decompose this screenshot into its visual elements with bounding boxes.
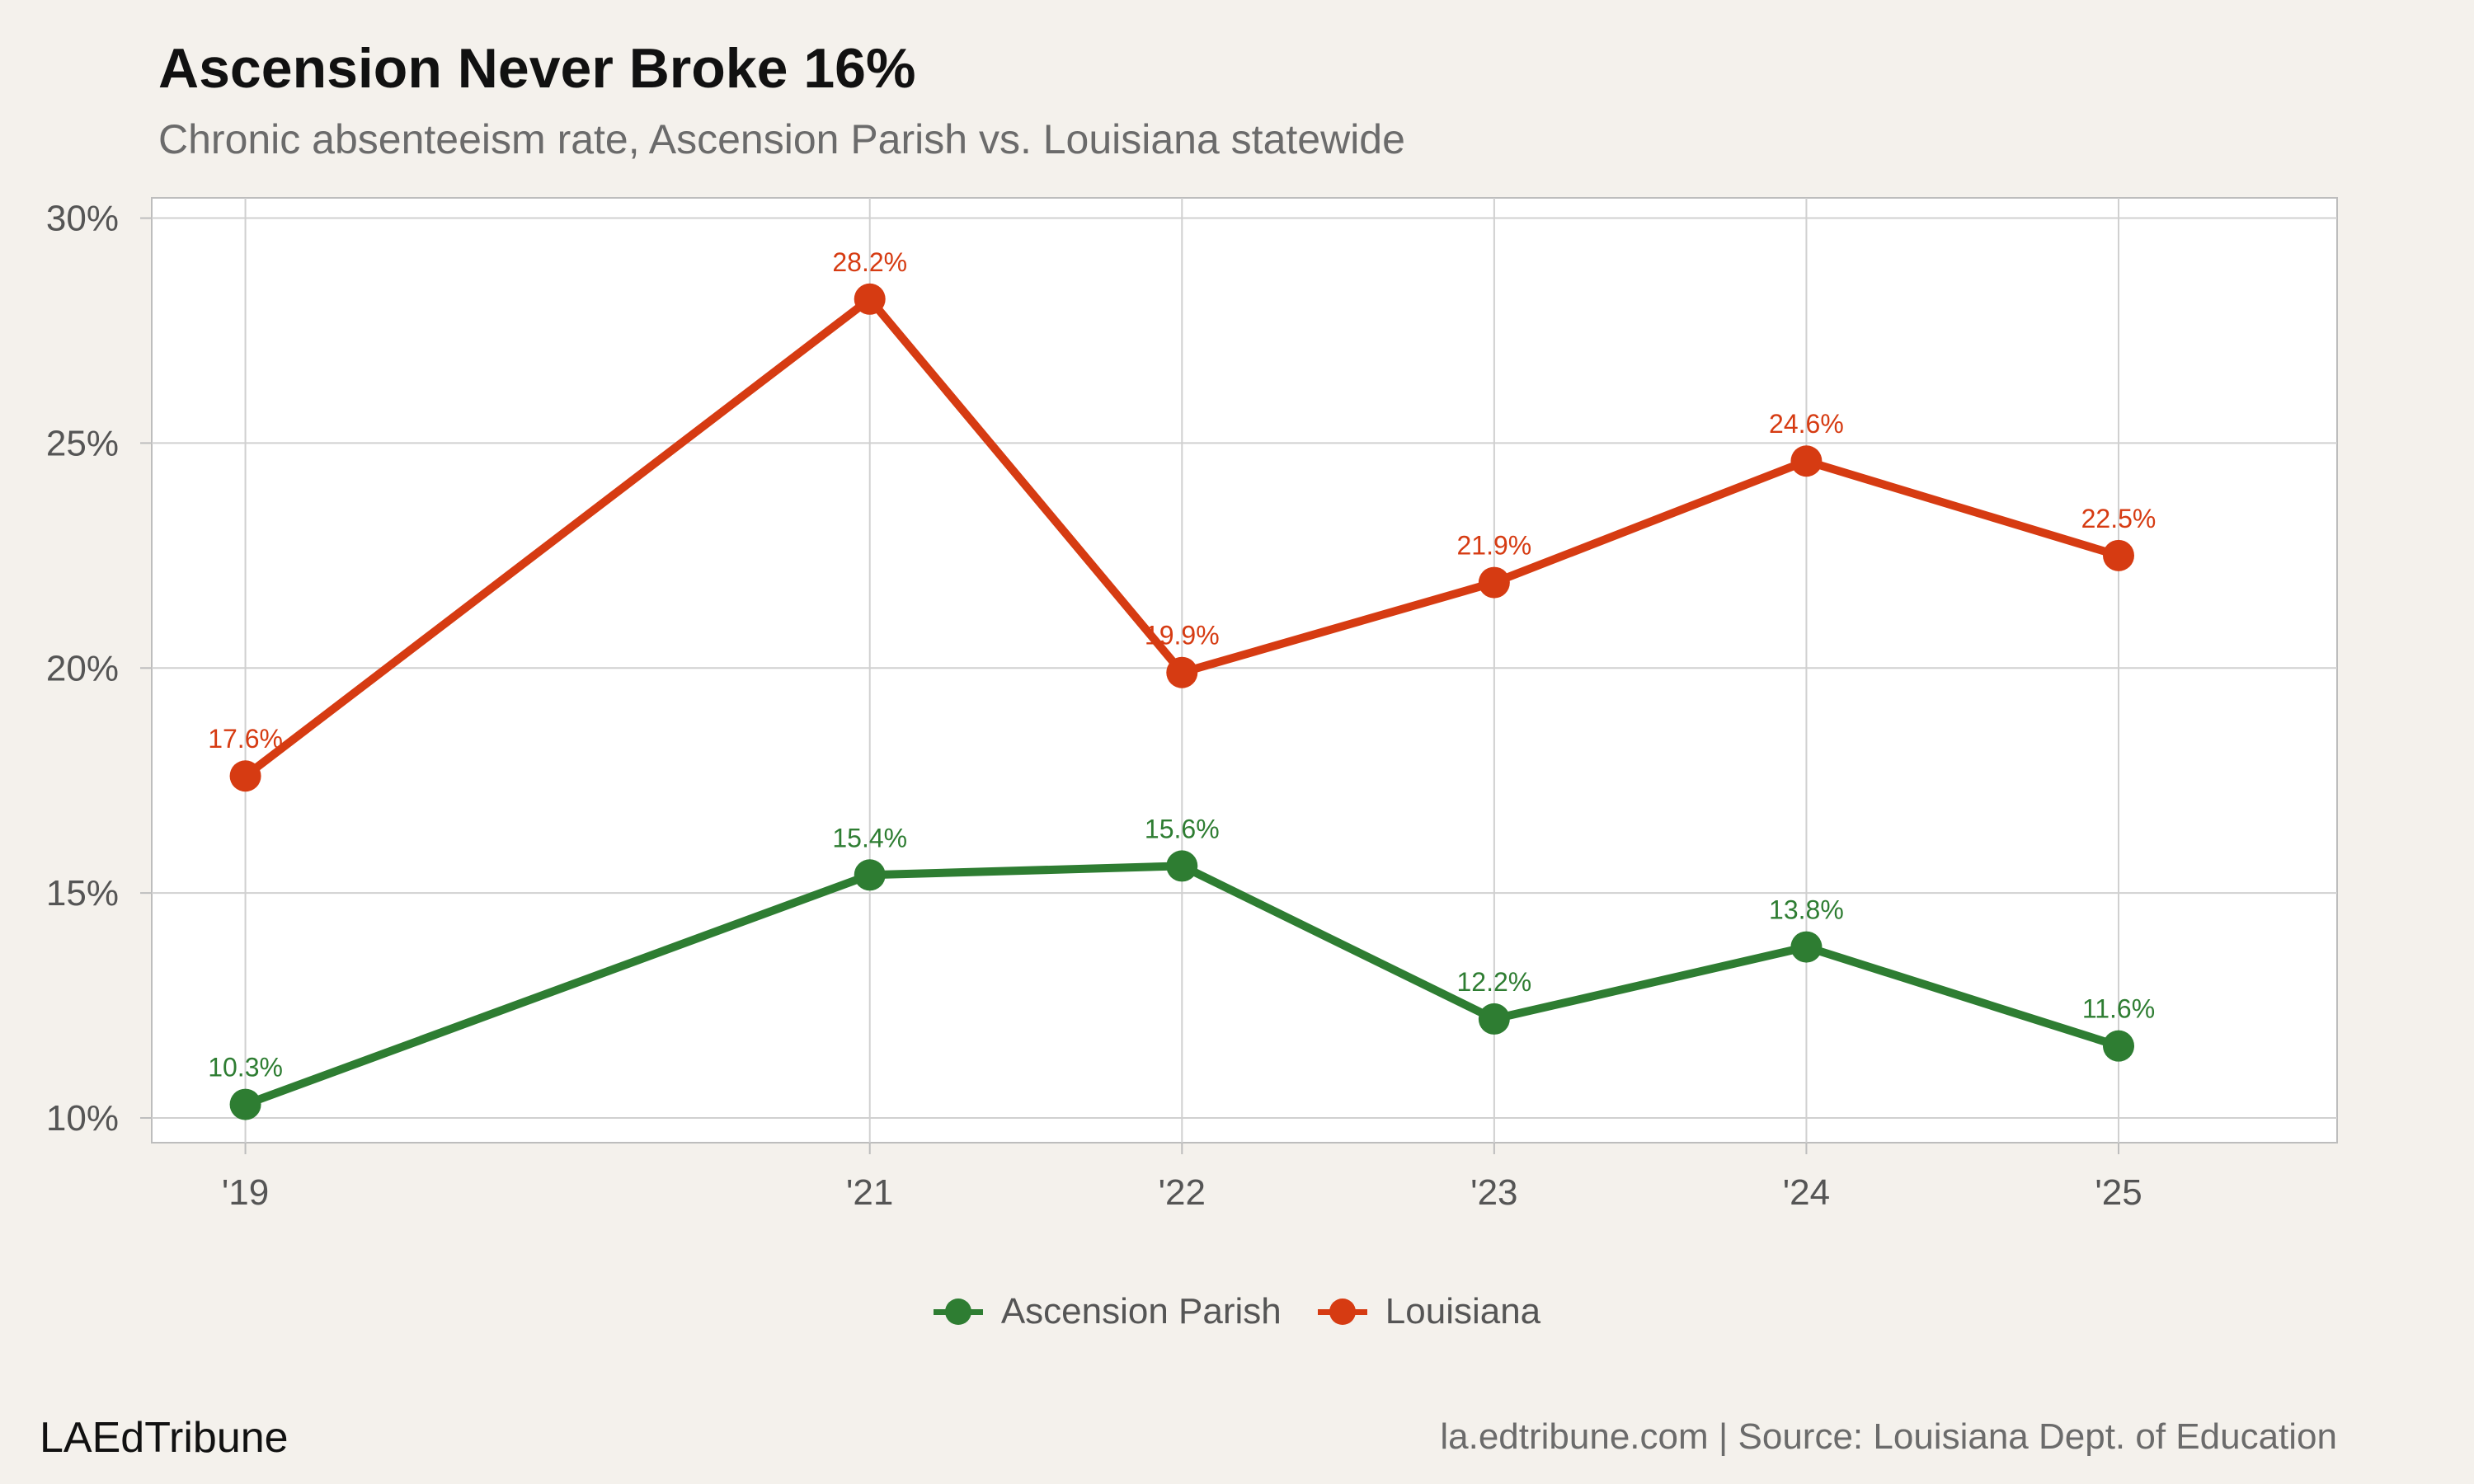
data-label-ascension-parish: 11.6%	[2082, 994, 2155, 1024]
data-label-ascension-parish: 15.6%	[1145, 814, 1220, 843]
data-label-louisiana: 24.6%	[1769, 409, 1844, 439]
data-point-louisiana	[2103, 539, 2134, 571]
legend-label-louisiana: Louisiana	[1385, 1291, 1541, 1331]
data-point-louisiana	[854, 283, 886, 315]
y-tick-label: 30%	[46, 199, 119, 239]
data-point-ascension-parish	[2103, 1030, 2134, 1062]
data-label-louisiana: 22.5%	[2081, 504, 2157, 533]
x-tick-label: '21	[846, 1172, 893, 1213]
source-note: la.edtribune.com | Source: Louisiana Dep…	[1440, 1416, 2337, 1457]
y-tick-label: 15%	[46, 873, 119, 913]
series-ascension-parish: 10.3% 15.4% 15.6% 12.2% 13.8% 11.6%	[208, 814, 2155, 1120]
legend-item-ascension: Ascension Parish	[933, 1291, 1282, 1332]
series-louisiana: 17.6% 28.2% 19.9% 21.9% 24.6% 22.5%	[208, 247, 2157, 792]
data-label-louisiana: 17.6%	[208, 724, 283, 754]
legend-item-louisiana: Louisiana	[1317, 1291, 1541, 1332]
chart-title: Ascension Never Broke 16%	[158, 37, 916, 100]
y-tick-label: 20%	[46, 648, 119, 688]
y-tick-label: 10%	[46, 1098, 119, 1139]
legend-label-ascension: Ascension Parish	[1000, 1291, 1282, 1331]
data-point-ascension-parish	[1790, 931, 1823, 963]
brand-name: LAEdTribune	[40, 1414, 289, 1462]
plot-panel	[151, 197, 2338, 1144]
x-tick-label: '24	[1783, 1172, 1830, 1213]
data-point-ascension-parish	[854, 859, 886, 891]
data-point-ascension-parish	[229, 1088, 261, 1120]
data-point-louisiana	[1790, 445, 1823, 477]
series-group: 10.3% 15.4% 15.6% 12.2% 13.8% 11.6% 17.6% 28.2%…	[208, 247, 2156, 1120]
data-label-ascension-parish: 10.3%	[208, 1053, 283, 1082]
x-tick-label: '22	[1159, 1172, 1206, 1213]
data-point-louisiana	[1166, 656, 1198, 688]
series-line-louisiana	[241, 294, 2123, 781]
x-tick-label: '23	[1470, 1172, 1517, 1213]
data-point-louisiana	[1478, 566, 1510, 599]
legend-swatch-ascension	[933, 1295, 983, 1328]
legend: Ascension Parish Louisiana	[0, 1291, 2474, 1332]
data-label-ascension-parish: 15.4%	[832, 823, 907, 852]
data-point-ascension-parish	[1166, 850, 1198, 882]
y-tick-label: 25%	[46, 423, 119, 463]
data-point-ascension-parish	[1478, 1003, 1510, 1035]
axis-ticks: 10% 15% 20% 25% 30% '19 '21 '22 '23 '24 '25	[46, 199, 2142, 1213]
data-label-louisiana: 28.2%	[832, 247, 907, 277]
x-tick-label: '19	[222, 1172, 269, 1213]
x-tick-label: '25	[2095, 1172, 2142, 1213]
chart-subtitle: Chronic absenteeism rate, Ascension Pari…	[158, 116, 1405, 162]
data-label-louisiana: 19.9%	[1145, 621, 1220, 650]
legend-swatch-louisiana	[1317, 1295, 1367, 1328]
data-label-louisiana: 21.9%	[1456, 531, 1531, 561]
data-label-ascension-parish: 12.2%	[1456, 967, 1531, 997]
data-point-louisiana	[229, 760, 261, 792]
data-label-ascension-parish: 13.8%	[1769, 895, 1844, 925]
series-line-ascension-parish	[241, 862, 2123, 1109]
